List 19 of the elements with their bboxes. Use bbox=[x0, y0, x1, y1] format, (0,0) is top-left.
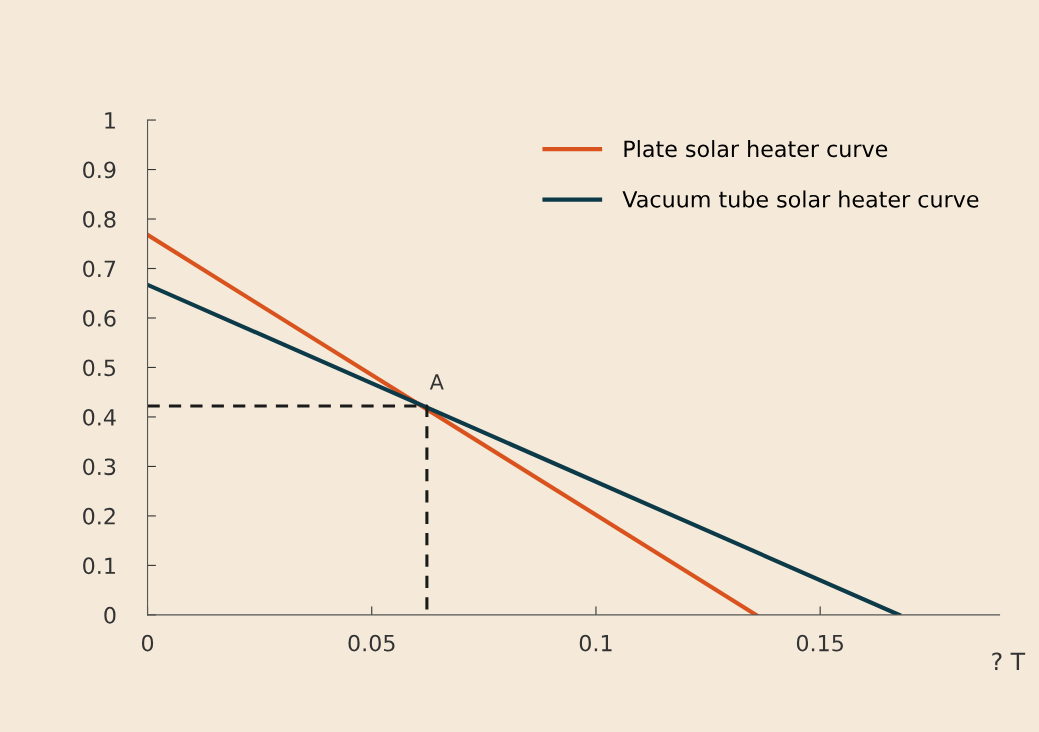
x-tick-label: 0.15 bbox=[796, 634, 843, 652]
x-tick-label: 0.1 bbox=[579, 634, 612, 652]
y-tick-label: 0 bbox=[104, 606, 116, 624]
x-axis-title: ? T bbox=[992, 652, 1026, 670]
legend-label: Vacuum tube solar heater curve bbox=[622, 190, 979, 208]
y-tick-label: 0.3 bbox=[83, 458, 116, 476]
y-tick-label: 0.8 bbox=[83, 210, 116, 228]
legend-label: Plate solar heater curve bbox=[624, 140, 888, 158]
y-tick-label: 0.5 bbox=[83, 359, 116, 377]
y-tick-label: 1 bbox=[105, 112, 115, 129]
y-tick-label: 0.1 bbox=[83, 557, 115, 575]
y-tick-label: 0.6 bbox=[83, 309, 116, 327]
annotation: A bbox=[429, 374, 444, 390]
y-tick-label: 0.7 bbox=[83, 260, 116, 278]
x-tick-label: 0 bbox=[141, 634, 154, 652]
y-tick-label: 0.9 bbox=[83, 161, 116, 179]
y-tick-label: 0.2 bbox=[83, 507, 115, 525]
y-tick-label: 0.4 bbox=[83, 408, 116, 426]
x-tick-label: 0.05 bbox=[348, 634, 395, 652]
